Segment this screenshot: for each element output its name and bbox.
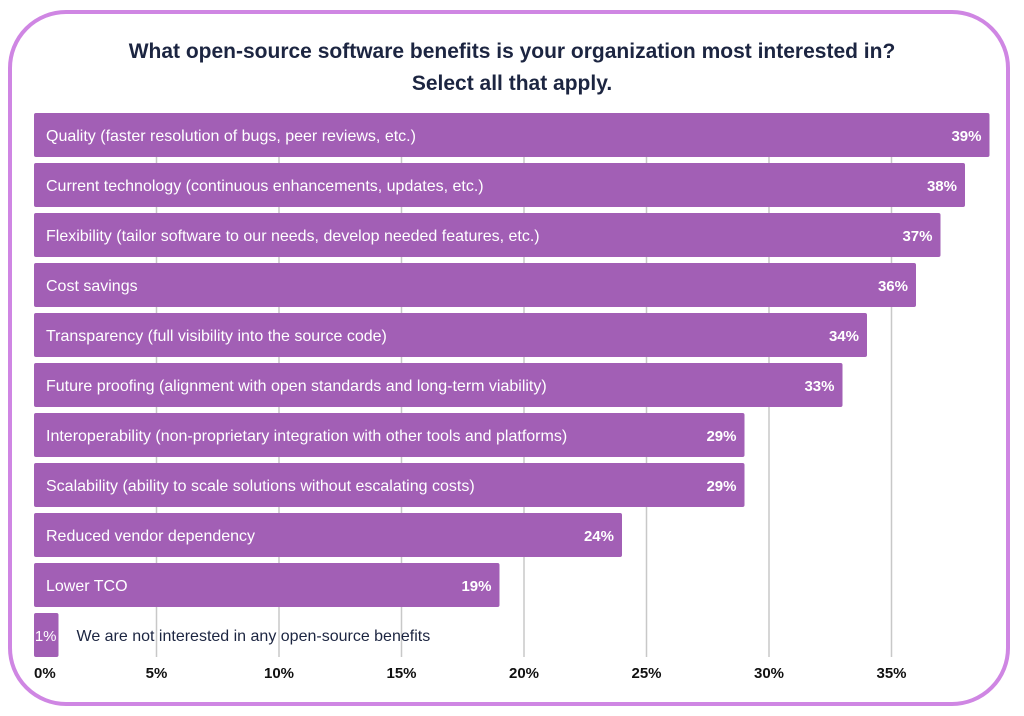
- bar: [34, 263, 916, 307]
- data-label: 39%: [951, 128, 981, 145]
- category-label: Future proofing (alignment with open sta…: [46, 378, 547, 395]
- bar: [34, 563, 500, 607]
- category-label: Transparency (full visibility into the s…: [46, 328, 387, 345]
- x-tick-label: 0%: [34, 665, 56, 682]
- data-label: 36%: [878, 278, 908, 295]
- category-label: We are not interested in any open-source…: [77, 628, 431, 645]
- category-label: Quality (faster resolution of bugs, peer…: [46, 128, 416, 145]
- x-tick-label: 5%: [146, 665, 168, 682]
- data-label: 29%: [706, 478, 736, 495]
- bar: [34, 413, 745, 457]
- data-label: 29%: [706, 428, 736, 445]
- category-label: Reduced vendor dependency: [46, 528, 255, 545]
- data-label: 37%: [902, 228, 932, 245]
- data-label: 1%: [35, 628, 57, 645]
- x-tick-label: 10%: [264, 665, 294, 682]
- category-label: Lower TCO: [46, 578, 128, 595]
- data-label: 34%: [829, 328, 859, 345]
- category-label: Interoperability (non-proprietary integr…: [46, 428, 567, 445]
- bar: [34, 613, 59, 657]
- data-label: 19%: [461, 578, 491, 595]
- x-tick-label: 30%: [754, 665, 784, 682]
- category-label: Cost savings: [46, 278, 138, 295]
- x-tick-label: 25%: [631, 665, 661, 682]
- bar: [34, 363, 843, 407]
- data-label: 24%: [584, 528, 614, 545]
- category-label: Scalability (ability to scale solutions …: [46, 478, 475, 495]
- bar: [34, 463, 745, 507]
- category-label: Current technology (continuous enhanceme…: [46, 178, 484, 195]
- x-tick-label: 35%: [876, 665, 906, 682]
- x-tick-label: 20%: [509, 665, 539, 682]
- bar: [34, 113, 990, 157]
- bar: [34, 163, 965, 207]
- bar: [34, 313, 867, 357]
- bar: [34, 513, 622, 557]
- chart-frame: [8, 10, 1010, 706]
- bar: [34, 213, 941, 257]
- x-tick-label: 15%: [386, 665, 416, 682]
- data-label: 38%: [927, 178, 957, 195]
- category-label: Flexibility (tailor software to our need…: [46, 228, 540, 245]
- data-label: 33%: [804, 378, 834, 395]
- chart-title-block: What open-source software benefits is yo…: [0, 36, 1024, 100]
- chart-title: What open-source software benefits is yo…: [128, 40, 896, 63]
- chart-subtitle: Select all that apply.: [411, 72, 613, 95]
